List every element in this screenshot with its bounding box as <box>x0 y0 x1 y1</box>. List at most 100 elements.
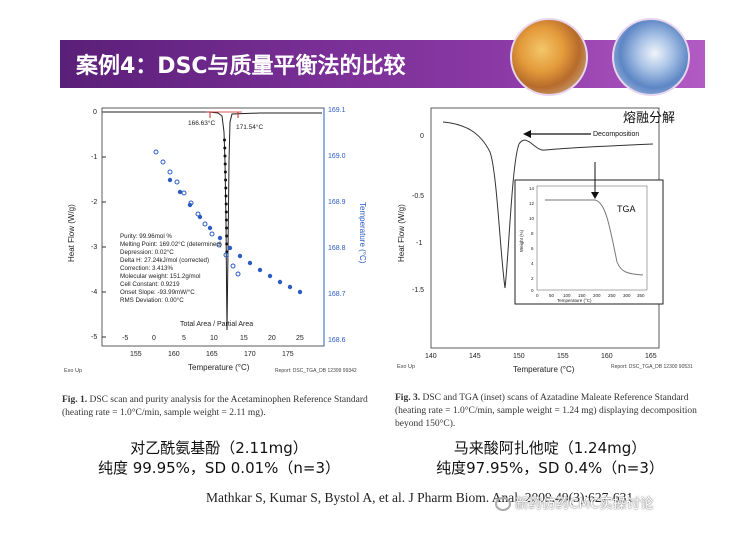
compound-name: 马来酸阿扎他啶（1.24mg） <box>453 439 647 457</box>
ytick-label: -1 <box>416 240 422 247</box>
peak-points <box>223 138 229 254</box>
tga-xtick: 100 <box>563 293 571 298</box>
ytick-right-label: 169.0 <box>328 153 346 160</box>
xtick2-label: 20 <box>268 335 276 342</box>
xtick-label: 155 <box>130 351 142 358</box>
tga-xtick: 50 <box>549 293 555 298</box>
left-y-ticks: 0 -1 -2 -3 -4 -5 <box>91 109 106 341</box>
peak-label: 166.63°C <box>188 119 215 127</box>
purity-line: Molecular weight: 151.2g/mol <box>120 273 200 280</box>
arrow-head <box>523 130 531 138</box>
compound-name: 对乙酰氨基酚（2.11mg） <box>130 439 308 457</box>
tga-xtick: 200 <box>593 293 601 298</box>
tga-xtick: 300 <box>623 293 631 298</box>
left-compound: 对乙酰氨基酚（2.11mg） 纯度 99.95%，SD 0.01%（n=3） <box>60 438 378 478</box>
ytick-right-label: 169.1 <box>328 107 346 114</box>
x-ticks: 155 160 165 170 175 <box>130 351 294 358</box>
tga-inset <box>514 179 664 305</box>
tga-xtick: 250 <box>608 293 616 298</box>
right-x-ticks: 140 145 150 155 160 165 <box>425 353 657 360</box>
tga-ytick: 10 <box>529 216 535 221</box>
tga-ylabel: Weight (%) <box>519 229 524 252</box>
watermark: 新药仿药CMC实操讨论 <box>495 492 654 512</box>
xtick2-label: 0 <box>152 335 156 342</box>
left-caption: Fig. 1. DSC scan and purity analysis for… <box>62 394 377 420</box>
ytick-right-label: 168.6 <box>328 337 346 344</box>
ytick-label: -0.5 <box>412 193 424 200</box>
xtick-label: 155 <box>557 353 569 360</box>
purity-line: Delta H: 27.24kJ/mol (corrected) <box>120 257 209 264</box>
ytick-label: -1 <box>91 154 97 161</box>
xtick2-label: 5 <box>182 335 186 342</box>
ytick-label: -3 <box>91 244 97 251</box>
right-dsc-plot: 0 -0.5 -1 -1.5 Heat Flow (W/g) 熔融分解 Deco… <box>397 107 693 374</box>
ytick-label: 0 <box>93 109 97 116</box>
compound-result: 纯度 99.95%，SD 0.01%（n=3） <box>97 459 341 477</box>
title-banner: 案例4：DSC与质量平衡法的比较 <box>60 40 510 88</box>
slide-title: 案例4：DSC与质量平衡法的比较 <box>76 54 406 79</box>
right-ylabel: Heat Flow (W/g) <box>397 204 406 262</box>
right-xlabel: Temperature (°C) <box>513 365 575 374</box>
footer-right: Report: DSC_TGA_DB 12300 90531 <box>611 364 693 370</box>
left-figure: 0 -1 -2 -3 -4 -5 Heat Flow (W/g) 169.1 1… <box>60 102 378 392</box>
purity-line: Purity: 99.96mol % <box>120 233 172 240</box>
secondary-x-ticks: -5 0 5 10 15 20 25 <box>122 335 304 342</box>
tga-ytick: 14 <box>529 186 535 191</box>
decorative-photo-lab <box>612 18 690 96</box>
right-compound: 马来酸阿扎他啶（1.24mg） 纯度97.95%，SD 0.4%（n=3） <box>395 438 705 478</box>
tga-xlabel: Temperature (°C) <box>557 298 592 303</box>
purity-points-a <box>153 149 241 277</box>
ytick-label: -1.5 <box>412 287 424 294</box>
purity-line: Cell Constant: 0.9219 <box>120 281 180 288</box>
right-figure: 0 -0.5 -1 -1.5 Heat Flow (W/g) 熔融分解 Deco… <box>395 102 705 380</box>
right-caption: Fig. 3. DSC and TGA (inset) scans of Aza… <box>395 392 705 431</box>
caption-label: Fig. 1. <box>62 395 88 405</box>
caption-text: DSC and TGA (inset) scans of Azatadine M… <box>395 393 697 429</box>
xtick2-label: 25 <box>296 335 304 342</box>
xtick-label: 140 <box>425 353 437 360</box>
tga-curve <box>545 199 644 276</box>
ytick-right-label: 168.7 <box>328 291 346 298</box>
annotation-cn: 熔融分解 <box>623 110 675 125</box>
tga-y-ticks: 14 12 10 8 6 4 2 0 <box>529 186 535 293</box>
inset-arrow-head <box>591 192 599 199</box>
purity-box: Purity: 99.96mol % Melting Point: 169.02… <box>120 233 222 304</box>
annotation-en: Decomposition <box>593 131 639 138</box>
purity-points-b <box>167 177 303 295</box>
ytick-right-label: 168.9 <box>328 199 346 206</box>
right-y-ticks: 0 -0.5 -1 -1.5 <box>412 133 424 294</box>
purity-line: Correction: 3.413% <box>120 265 173 272</box>
xtick-label: 160 <box>601 353 613 360</box>
tga-xtick: 0 <box>536 293 539 298</box>
xtick-label: 145 <box>469 353 481 360</box>
watermark-text: 新药仿药CMC实操讨论 <box>515 496 654 512</box>
caption-label: Fig. 3. <box>395 393 421 403</box>
purity-line: Onset Slope: -93.99mW/°C <box>120 289 195 296</box>
xtick-label: 170 <box>244 351 256 358</box>
ytick-right-label: 168.8 <box>328 245 346 252</box>
ytick-label: -5 <box>91 334 97 341</box>
tga-axes <box>536 185 648 291</box>
purity-line: Depression: 0.02°C <box>120 249 174 256</box>
purity-line: RMS Deviation: 0.00°C <box>120 297 184 304</box>
footer-left: Exo Up <box>397 364 415 370</box>
tga-ytick: 0 <box>531 288 534 293</box>
wechat-icon <box>495 497 511 511</box>
secondary-xlabel: Total Area / Partial Area <box>180 321 253 328</box>
dsc-curve <box>442 121 654 289</box>
purity-line: Melting Point: 169.02°C (determined) <box>120 241 222 248</box>
caption-text: DSC scan and purity analysis for the Ace… <box>62 395 368 418</box>
left-dsc-plot: 0 -1 -2 -3 -4 -5 Heat Flow (W/g) 169.1 1… <box>64 107 367 374</box>
xtick2-label: -5 <box>122 335 128 342</box>
ytick-label: -2 <box>91 199 97 206</box>
footer-left: Exo Up <box>64 368 82 374</box>
tga-ytick: 12 <box>529 201 535 206</box>
compound-result: 纯度97.95%，SD 0.4%（n=3） <box>436 459 664 477</box>
decorative-photo-toy <box>510 18 588 96</box>
left-ylabel: Heat Flow (W/g) <box>67 204 76 262</box>
xtick-label: 165 <box>206 351 218 358</box>
right-y-ticks: 169.1 169.0 168.9 168.8 168.7 168.6 <box>328 107 346 344</box>
ytick-label: 0 <box>420 133 424 140</box>
peak-label: 171.54°C <box>236 123 263 131</box>
left-xlabel: Temperature (°C) <box>188 363 250 372</box>
